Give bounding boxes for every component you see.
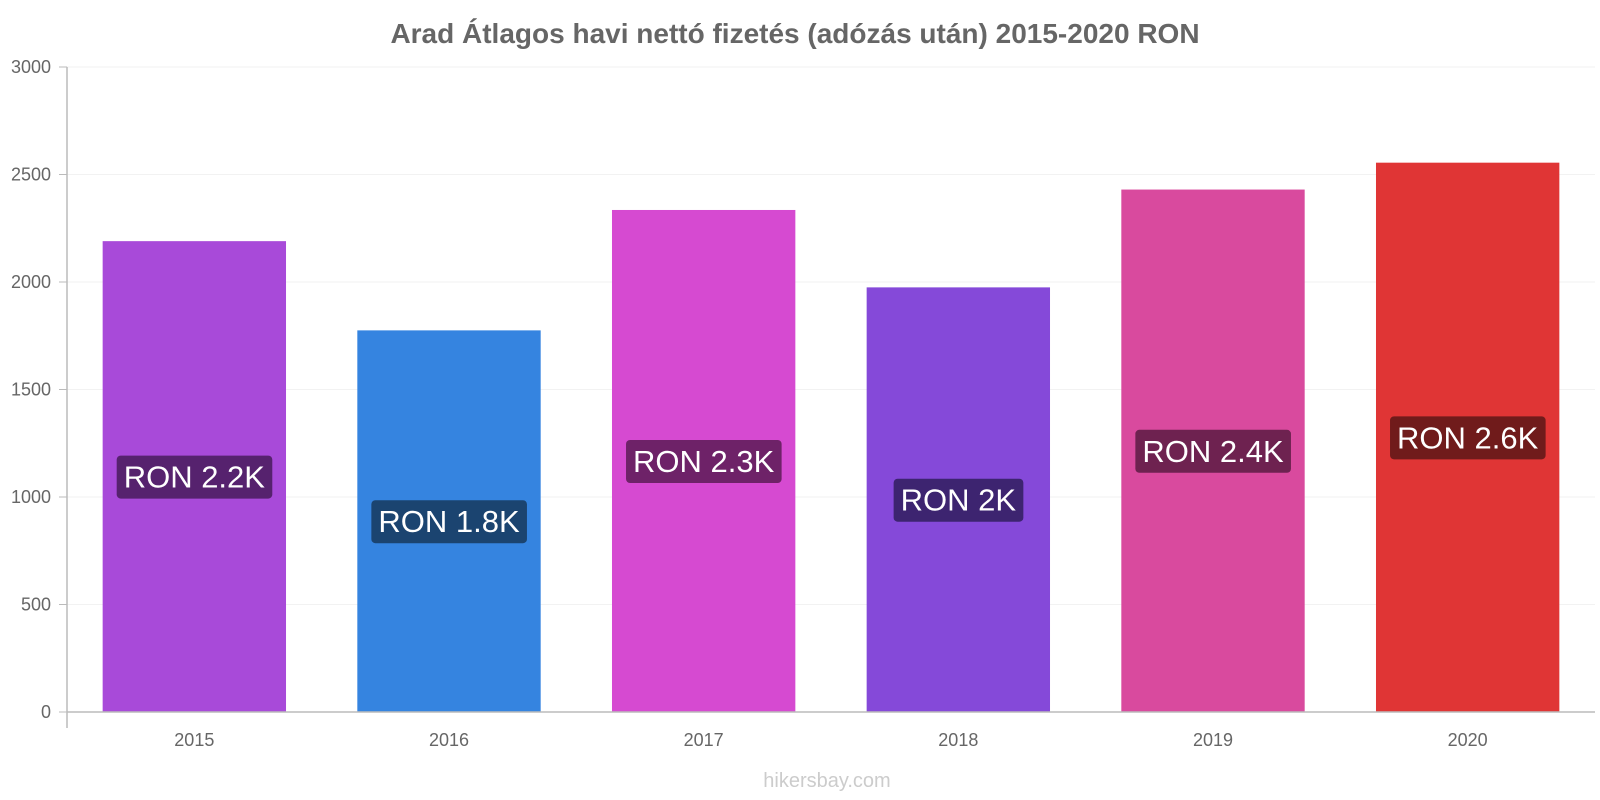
data-label-2016: RON 1.8K bbox=[371, 500, 527, 544]
data-label-text: RON 2K bbox=[901, 483, 1017, 518]
x-axis: 2015 2016 2017 2018 2019 2020 bbox=[67, 711, 1595, 750]
data-label-2018: RON 2K bbox=[893, 478, 1024, 522]
x-tick-label: 2016 bbox=[429, 730, 469, 750]
watermark: hikersbay.com bbox=[763, 770, 890, 792]
data-label-2019: RON 2.4K bbox=[1135, 429, 1291, 473]
data-label-bg bbox=[116, 455, 273, 499]
data-label-text: RON 1.8K bbox=[378, 504, 520, 539]
x-tick-label: 2015 bbox=[174, 730, 214, 750]
x-tick-label: 2018 bbox=[938, 730, 978, 750]
y-tick-label: 500 bbox=[21, 595, 51, 615]
data-label-2017: RON 2.3K bbox=[626, 439, 782, 483]
x-tick-label: 2017 bbox=[684, 730, 724, 750]
data-label-2020: RON 2.6K bbox=[1390, 416, 1546, 460]
data-label-text: RON 2.2K bbox=[124, 460, 266, 495]
y-tick-label: 2000 bbox=[11, 272, 51, 292]
data-label-bg bbox=[893, 478, 1024, 522]
y-tick-label: 1500 bbox=[11, 380, 51, 400]
x-tick-label: 2019 bbox=[1193, 730, 1233, 750]
y-tick-label: 3000 bbox=[11, 57, 51, 77]
data-label-text: RON 2.6K bbox=[1397, 420, 1539, 455]
data-label-bg bbox=[626, 439, 782, 483]
data-label-2015: RON 2.2K bbox=[116, 455, 273, 499]
x-tick-label: 2020 bbox=[1448, 730, 1488, 750]
data-labels: RON 2.2K RON 1.8K RON 2.3K RON 2K RON 2.4K RO… bbox=[116, 416, 1546, 544]
y-axis: 0 500 1000 1500 2000 2500 3000 bbox=[11, 57, 68, 728]
data-label-bg bbox=[1135, 429, 1291, 473]
y-tick-label: 1000 bbox=[11, 487, 51, 507]
chart-title: Arad Átlagos havi nettó fizetés (adózás … bbox=[390, 18, 1199, 49]
data-label-text: RON 2.3K bbox=[633, 444, 775, 479]
y-tick-label: 0 bbox=[41, 702, 51, 722]
y-tick-label: 2500 bbox=[11, 165, 51, 185]
data-label-bg bbox=[371, 500, 527, 544]
bars bbox=[102, 162, 1560, 713]
data-label-text: RON 2.4K bbox=[1142, 434, 1284, 469]
data-label-bg bbox=[1390, 416, 1546, 460]
grid-lines bbox=[67, 66, 1595, 605]
